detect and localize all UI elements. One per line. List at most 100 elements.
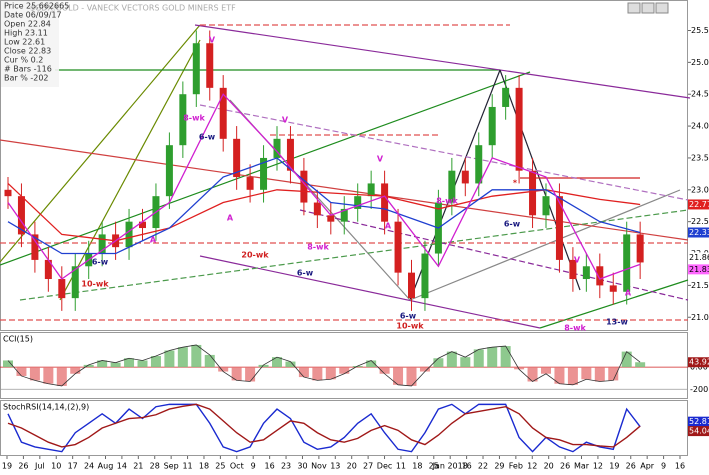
candle-body — [502, 87, 510, 107]
info-line: # Bars -116 — [4, 65, 52, 74]
candle-body — [327, 215, 335, 222]
candle-body — [71, 266, 79, 299]
candle-body — [44, 259, 52, 280]
x-tick-label: 19 — [2, 462, 12, 471]
trendline — [0, 139, 689, 241]
y-tick-label: 21.50 — [691, 281, 709, 290]
annotation: V — [209, 36, 216, 45]
cci-bar — [124, 358, 135, 368]
price-tag-label: 21.86 — [689, 253, 709, 262]
annotation: A — [625, 289, 632, 298]
x-tick-label: 30 — [297, 462, 307, 471]
cci-bar — [150, 356, 161, 368]
annotation: 6-w — [400, 312, 417, 321]
candle-body — [394, 221, 402, 273]
x-tick-label: 23 — [281, 462, 291, 471]
cci-bar — [204, 354, 215, 368]
x-tick-label: 9 — [661, 462, 666, 471]
x-tick-label: Jul — [34, 462, 45, 471]
cci-bar — [177, 347, 188, 368]
x-tick-label: 12 — [527, 462, 537, 471]
cci-bar — [245, 367, 256, 382]
candle-body — [596, 266, 604, 286]
x-tick-label: 19 — [609, 462, 619, 471]
annotation: 6-w — [92, 258, 109, 267]
price-tag — [688, 199, 709, 210]
x-tick-label: 20 — [347, 462, 357, 471]
cci-bar — [460, 357, 471, 368]
candle-body — [98, 234, 106, 254]
x-tick-label: 21 — [133, 462, 143, 471]
candle-body — [529, 170, 537, 216]
candle-body — [4, 189, 12, 197]
x-tick-label: 11 — [182, 462, 192, 471]
y-tick-label: 24.00 — [691, 122, 709, 131]
stoch-tag-label: 52.81 — [689, 417, 709, 426]
cci-bar — [110, 362, 121, 368]
trendline — [59, 39, 201, 301]
cci-bar — [446, 351, 457, 368]
y-tick-label: 22.50 — [691, 217, 709, 226]
cci-bar — [83, 364, 94, 368]
price-tag-label: 21.83 — [689, 265, 709, 274]
button[interactable] — [641, 2, 655, 14]
annotation: 8-wk — [183, 114, 205, 123]
x-tick-label: 9 — [251, 462, 256, 471]
stoch-label: StochRSI(14,14,(2),9) — [3, 403, 89, 412]
trendline — [539, 279, 689, 329]
cci-bar — [541, 367, 551, 374]
candle-body — [313, 202, 321, 216]
candle-body — [58, 279, 66, 299]
candle-body — [286, 138, 294, 171]
trendline — [409, 189, 681, 301]
cci-tag-label: 43.92 — [689, 358, 709, 367]
x-tick-label: Feb — [509, 462, 523, 471]
annotation: V — [574, 256, 581, 265]
cci-bar — [352, 366, 363, 368]
button[interactable] — [627, 2, 641, 14]
trendline — [19, 209, 689, 301]
stoch-panel — [0, 400, 688, 456]
candle-body — [609, 285, 617, 292]
price-tag — [688, 252, 709, 263]
x-tick-label: 14 — [117, 462, 127, 471]
price-tag-label: 22.77 — [689, 200, 709, 209]
cci-bar — [514, 367, 525, 370]
cci-bar — [325, 367, 336, 380]
cci-bar — [567, 367, 578, 385]
candle-body — [192, 43, 200, 95]
cci-bar — [487, 347, 498, 368]
info-line: Date 06/09/17 — [4, 11, 62, 20]
x-tick-label: 16 — [675, 462, 685, 471]
cci-bar — [339, 367, 350, 374]
x-tick-label: 18 — [199, 462, 209, 471]
trendline — [299, 209, 689, 301]
annotation: 6-w — [199, 133, 216, 142]
cci-bar — [3, 360, 13, 368]
chart-title: $GDX:GOLD - VANECK VECTORS GOLD MINERS E… — [30, 4, 236, 13]
candle-body — [139, 221, 146, 229]
x-tick-label: 29 — [494, 462, 504, 471]
price-panel — [0, 0, 688, 331]
x-tick-label: Apr — [640, 462, 655, 471]
candle-body — [354, 196, 362, 209]
candle-body — [381, 183, 389, 222]
cci-panel — [0, 332, 688, 399]
x-tick-label: Nov — [311, 462, 327, 471]
button[interactable] — [655, 2, 669, 14]
trendlines — [0, 24, 691, 329]
annotation: 10-wk — [396, 322, 424, 331]
info-line: Bar % -202 — [4, 74, 49, 83]
annotation: A — [227, 214, 234, 223]
info-line: Open 22.84 — [4, 20, 51, 29]
cci-bar — [500, 346, 511, 368]
candle-body — [179, 94, 187, 146]
cci-bar — [635, 362, 646, 368]
candle-body — [421, 253, 429, 299]
cci-bar — [137, 360, 148, 368]
y-tick-label: 23.50 — [691, 153, 709, 162]
x-tick-label: 22 — [478, 462, 488, 471]
candle-body — [340, 208, 348, 222]
x-tick-label: 24 — [84, 462, 94, 471]
